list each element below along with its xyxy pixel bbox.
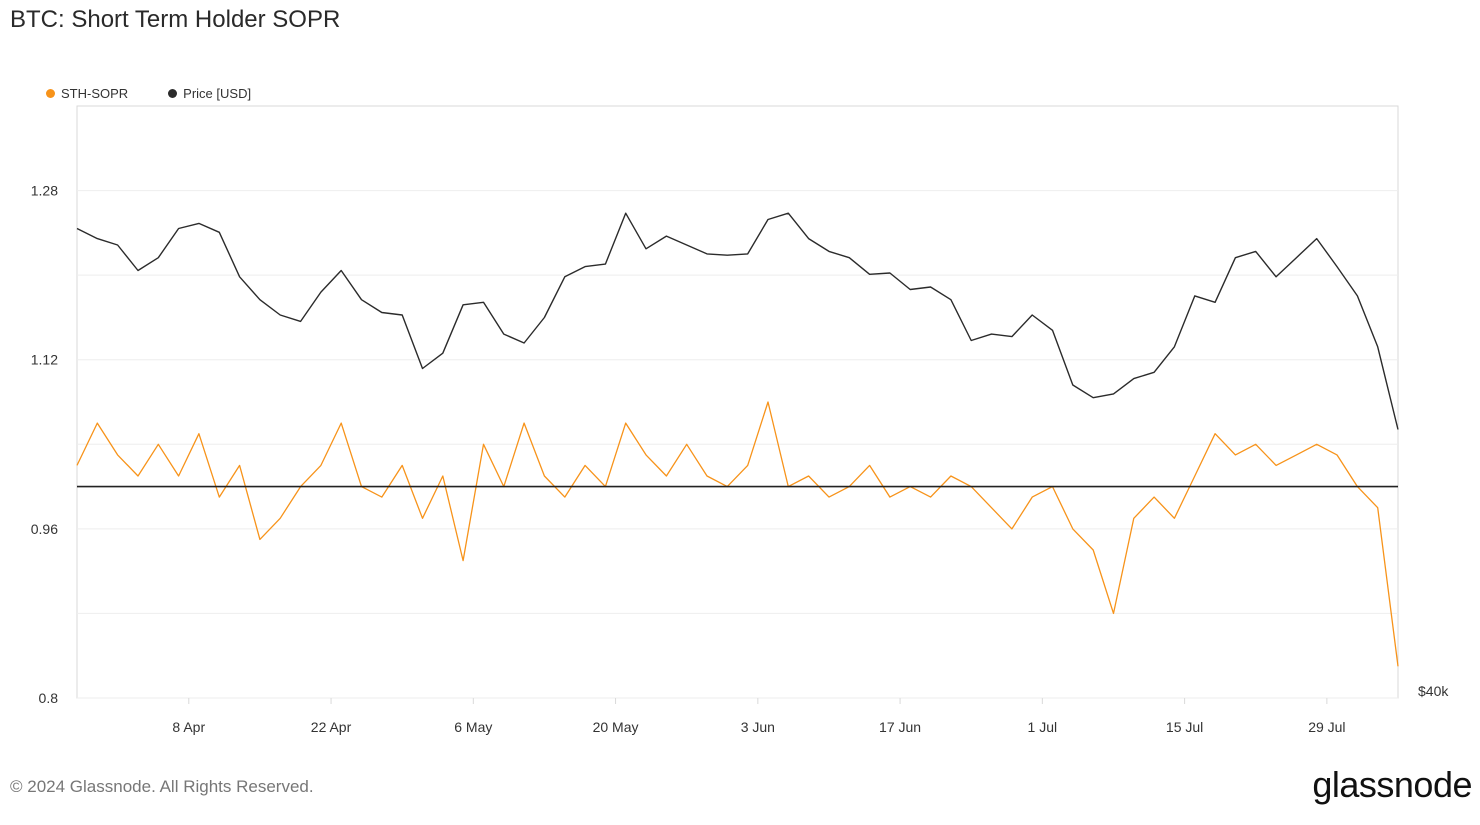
right-axis-tick-label: $40k — [1418, 683, 1449, 699]
y-tick-label-2: 1.12 — [31, 352, 58, 368]
x-tick-label-7: 15 Jul — [1166, 719, 1203, 735]
chart-legend: STH-SOPR Price [USD] — [46, 86, 251, 101]
legend-label-price: Price [USD] — [183, 86, 252, 101]
copyright-footer: © 2024 Glassnode. All Rights Reserved. — [10, 777, 314, 796]
x-tick-label-5: 17 Jun — [879, 719, 921, 735]
chart-title: BTC: Short Term Holder SOPR — [10, 6, 341, 33]
legend-item-price[interactable]: Price [USD] — [168, 86, 251, 101]
x-tick-label-0: 8 Apr — [172, 719, 205, 735]
legend-dot-price — [168, 89, 178, 98]
price-line — [76, 212, 1399, 430]
legend-label-sopr: STH-SOPR — [61, 86, 129, 101]
legend-dot-sopr — [46, 89, 55, 98]
x-tick-label-2: 6 May — [454, 719, 492, 735]
legend-item-sopr[interactable]: STH-SOPR — [46, 86, 128, 101]
x-tick-label-6: 1 Jul — [1028, 719, 1058, 735]
glassnode-logo: glassnode — [1312, 764, 1472, 805]
x-tick-label-4: 3 Jun — [741, 719, 775, 735]
x-tick-label-3: 20 May — [593, 719, 639, 735]
x-tick-label-8: 29 Jul — [1308, 719, 1345, 735]
y-tick-label-0: 0.8 — [39, 690, 59, 706]
y-tick-label-1: 0.96 — [31, 521, 58, 537]
y-tick-label-3: 1.28 — [31, 183, 58, 199]
sopr-line — [76, 401, 1399, 667]
plot-frame — [76, 105, 1399, 699]
x-tick-label-1: 22 Apr — [311, 719, 352, 735]
